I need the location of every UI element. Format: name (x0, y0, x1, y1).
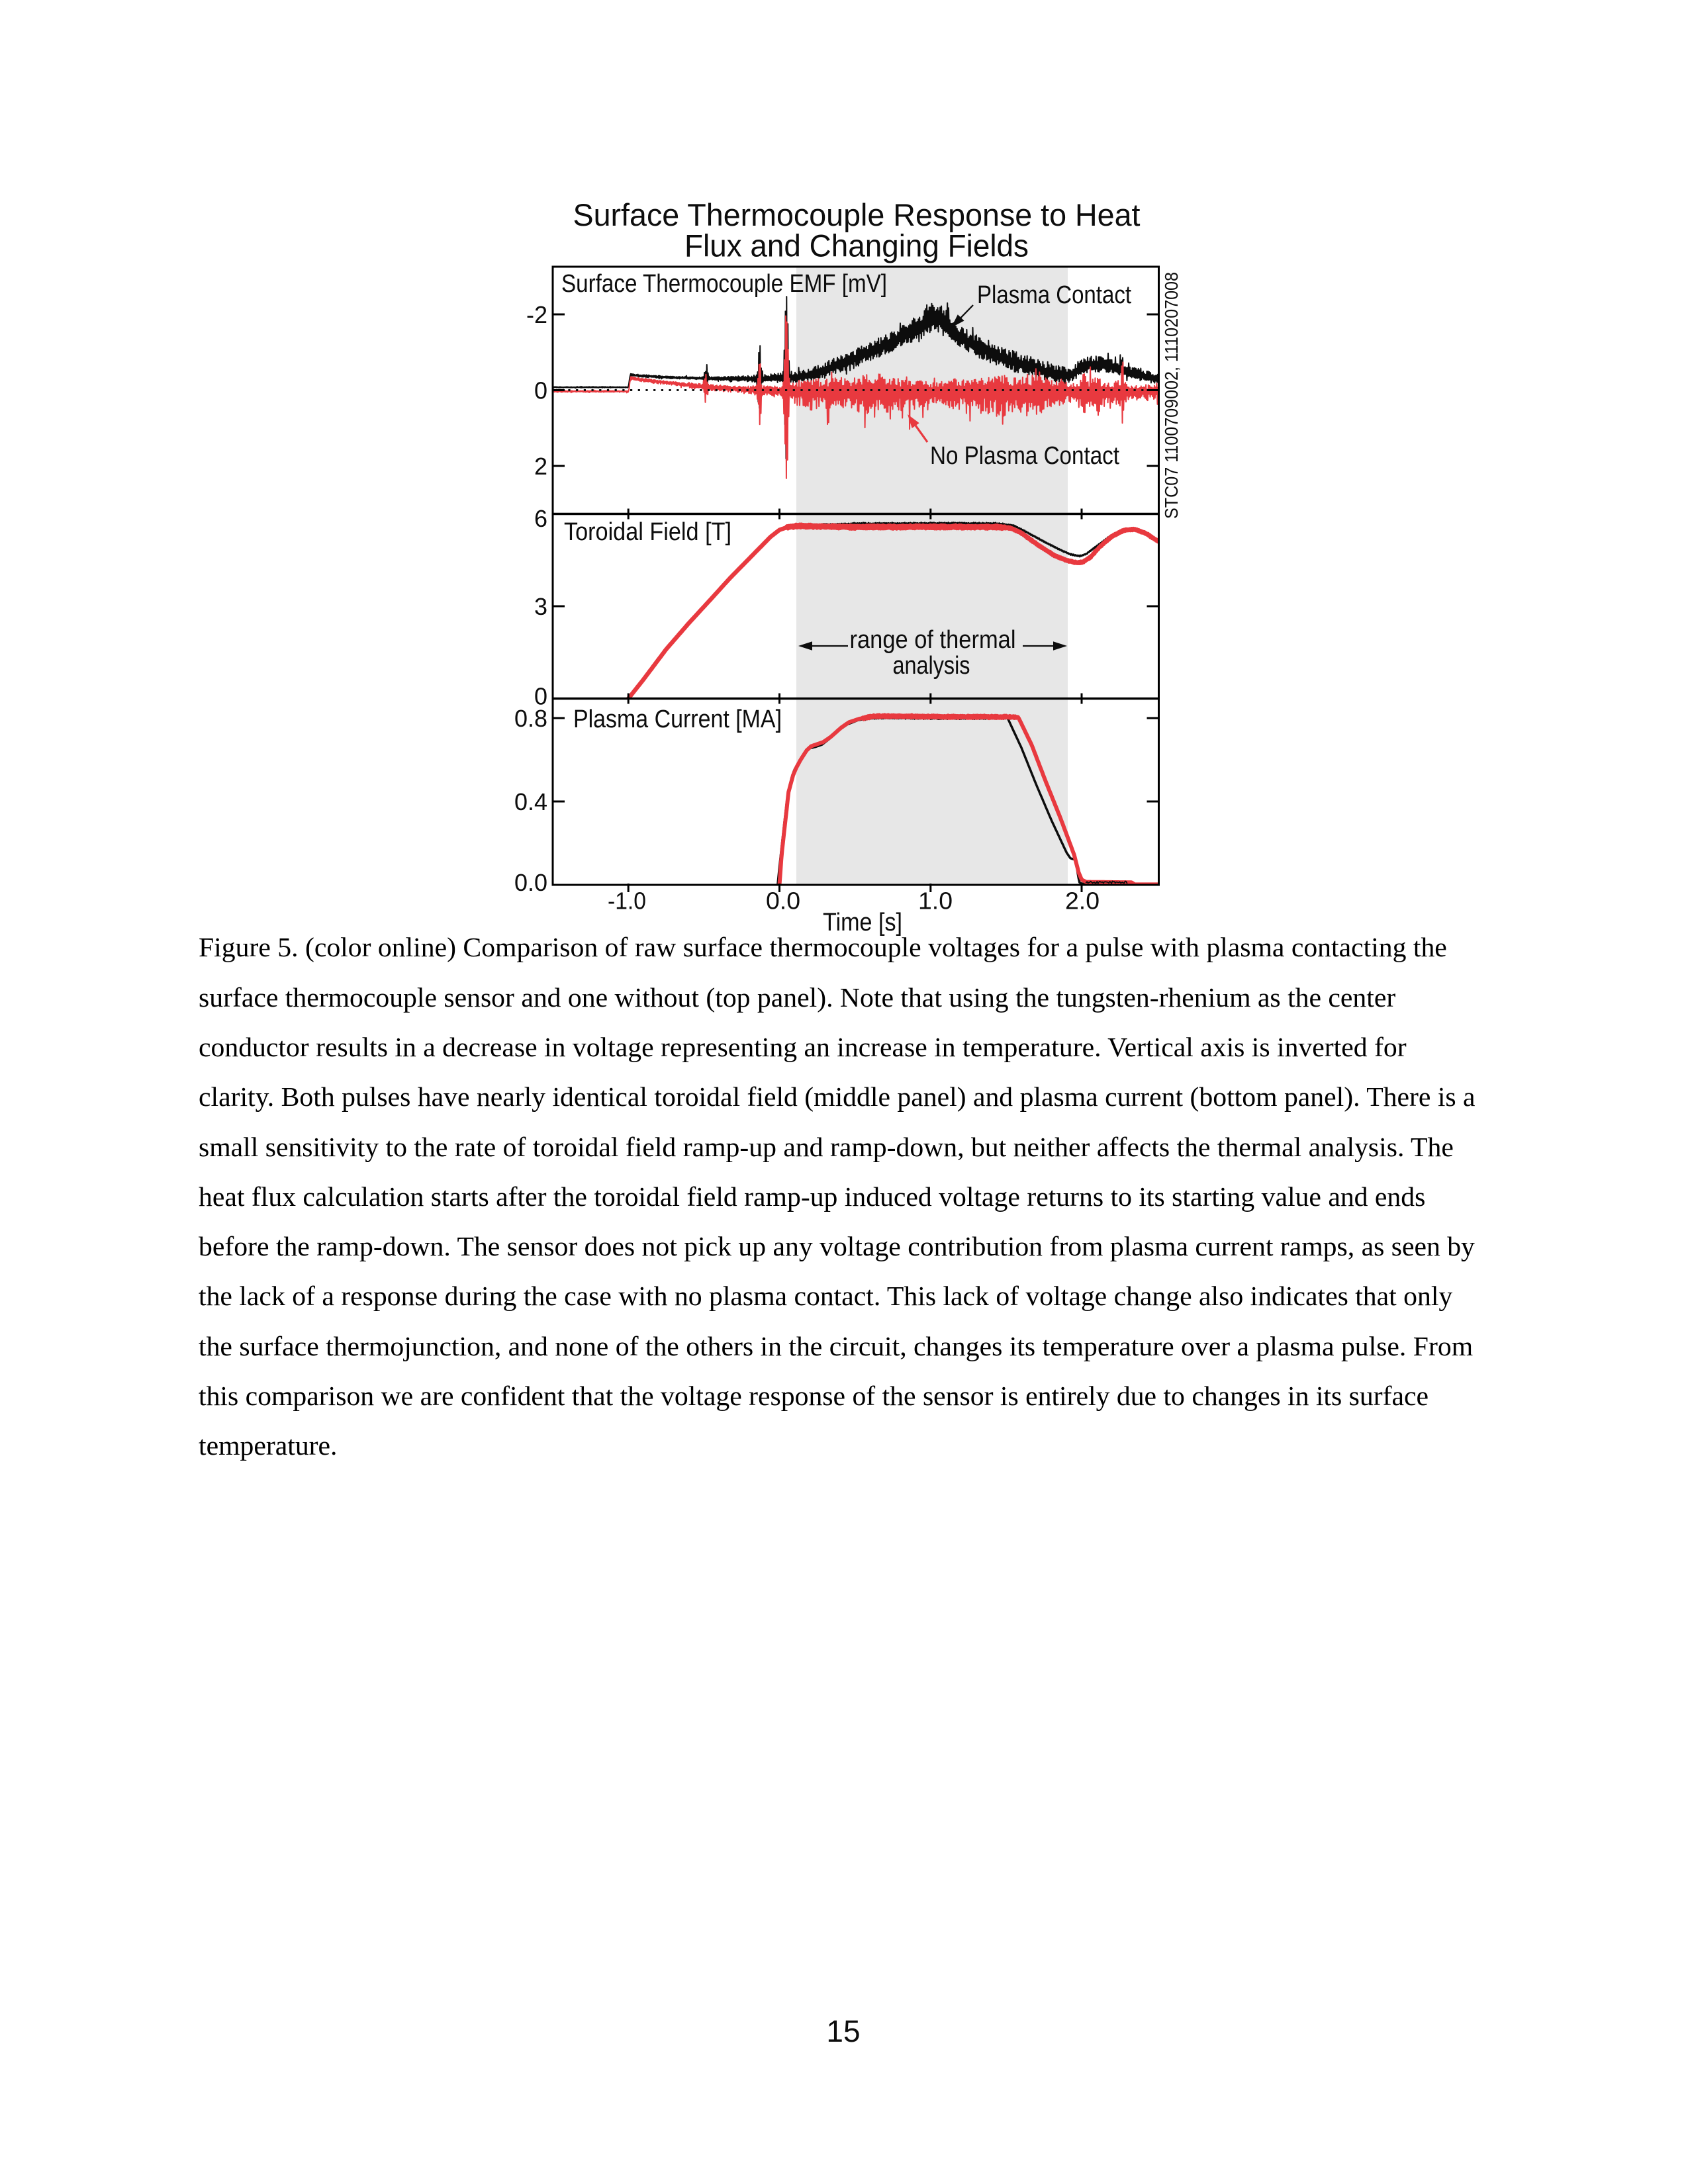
svg-text:-1.0: -1.0 (608, 887, 646, 915)
svg-text:0.0: 0.0 (514, 869, 547, 896)
svg-text:-2: -2 (526, 301, 547, 328)
svg-text:0: 0 (534, 683, 547, 710)
svg-text:STC07 1100709002, 1110207008: STC07 1100709002, 1110207008 (1161, 272, 1182, 519)
svg-text:Surface Thermocouple Response: Surface Thermocouple Response to Heat (573, 197, 1141, 232)
svg-text:Surface Thermocouple EMF [mV]: Surface Thermocouple EMF [mV] (561, 270, 887, 298)
svg-text:2: 2 (534, 453, 547, 480)
svg-text:Plasma Current [MA]: Plasma Current [MA] (573, 705, 782, 733)
svg-text:0.4: 0.4 (514, 788, 547, 815)
svg-text:Toroidal Field [T]: Toroidal Field [T] (564, 518, 731, 546)
svg-text:Plasma Contact: Plasma Contact (977, 281, 1131, 309)
svg-text:0.0: 0.0 (766, 887, 800, 915)
svg-text:No Plasma Contact: No Plasma Contact (930, 442, 1119, 470)
svg-text:0.8: 0.8 (514, 705, 547, 732)
svg-text:6: 6 (534, 505, 547, 532)
svg-text:Time [s]: Time [s] (823, 909, 902, 936)
svg-text:0: 0 (534, 377, 547, 404)
svg-text:range of thermal: range of thermal (850, 626, 1016, 654)
svg-text:1.0: 1.0 (918, 887, 953, 915)
svg-text:Flux and Changing Fields: Flux and Changing Fields (684, 228, 1029, 263)
svg-text:2.0: 2.0 (1065, 887, 1100, 915)
svg-text:3: 3 (534, 593, 547, 620)
svg-text:analysis: analysis (893, 652, 970, 680)
